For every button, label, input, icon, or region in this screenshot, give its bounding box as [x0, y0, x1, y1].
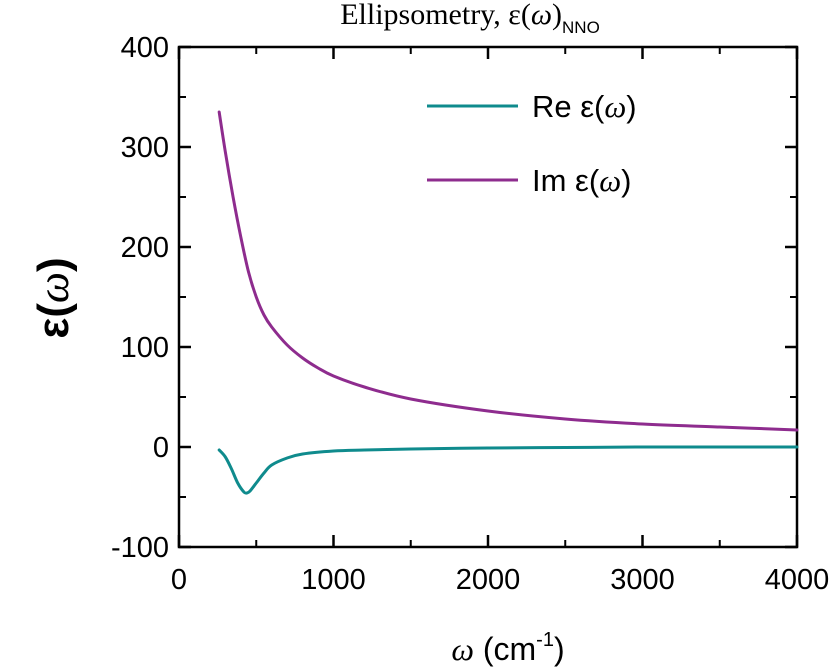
- series-line-re: [217, 445, 799, 495]
- series-line-im: [217, 110, 799, 432]
- legend-label-im: Im ε(ω): [532, 163, 631, 198]
- x-tick-label: 4000: [765, 564, 830, 596]
- y-tick-label: 200: [121, 232, 169, 264]
- legend-label-re: Re ε(ω): [532, 89, 637, 124]
- y-axis-label: ε(ω): [29, 257, 78, 338]
- x-axis-tick-labels: 0 1000 2000 3000 4000: [171, 564, 829, 596]
- y-tick-label: 0: [153, 432, 169, 464]
- x-axis-ticks: [177, 47, 799, 547]
- y-tick-label: -100: [111, 532, 169, 564]
- x-tick-label: 2000: [456, 564, 521, 596]
- x-tick-label: 3000: [610, 564, 675, 596]
- plot-frame: [177, 45, 799, 549]
- chart-title: Ellipsometry, ε(ω)NNO: [340, 0, 600, 37]
- y-axis-tick-labels: -100 0 100 200 300 400: [111, 32, 169, 564]
- legend: Re ε(ω) Im ε(ω): [427, 89, 637, 198]
- series-lines: [217, 110, 799, 495]
- y-axis-ticks: [179, 45, 797, 549]
- x-axis-label: ω (cm-1): [451, 629, 564, 667]
- x-tick-label: 0: [171, 564, 187, 596]
- y-tick-label: 400: [121, 32, 169, 64]
- y-tick-label: 300: [121, 132, 169, 164]
- y-tick-label: 100: [121, 332, 169, 364]
- x-tick-label: 1000: [301, 564, 366, 596]
